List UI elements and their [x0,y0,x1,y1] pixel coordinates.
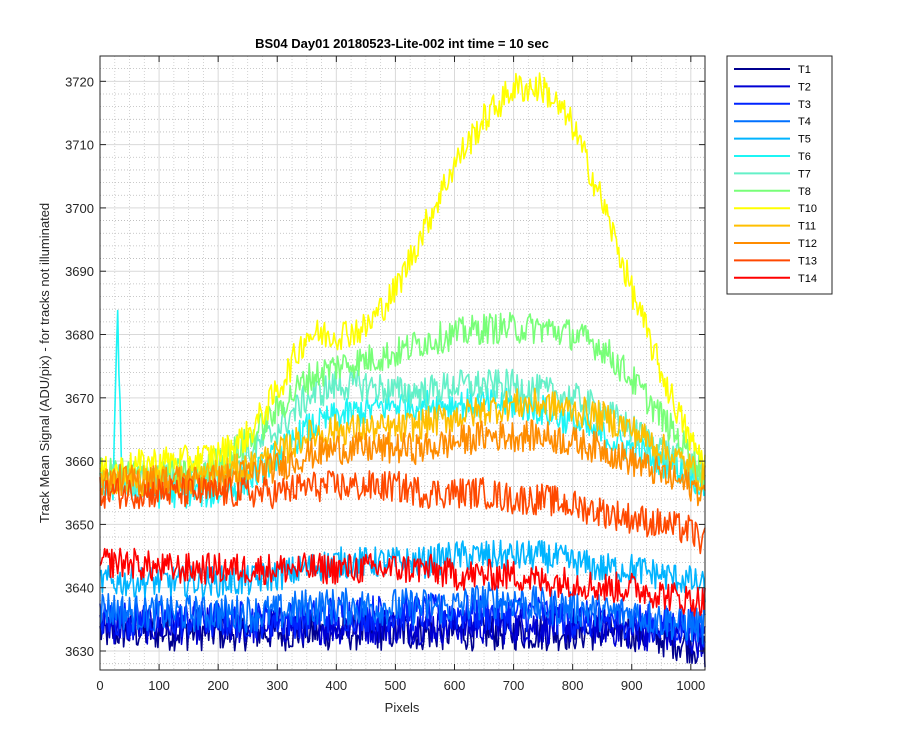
y-tick-label: 3630 [65,644,94,659]
x-axis-label: Pixels [385,700,420,715]
x-tick-label: 500 [385,678,407,693]
legend-label-t10: T10 [798,203,817,215]
y-tick-label: 3650 [65,517,94,532]
x-tick-label: 100 [148,678,170,693]
y-tick-label: 3680 [65,328,94,343]
y-tick-label: 3660 [65,454,94,469]
legend-label-t14: T14 [798,273,817,285]
series-layer [99,72,706,668]
x-tick-label: 200 [207,678,229,693]
x-tick-label: 900 [621,678,643,693]
x-tick-label: 700 [503,678,525,693]
y-tick-label: 3690 [65,264,94,279]
legend-label-t3: T3 [798,99,811,111]
legend-label-t13: T13 [798,255,817,267]
y-tick-label: 3700 [65,201,94,216]
y-axis-label: Track Mean Signal (ADU/pix) - for tracks… [37,203,52,523]
legend-label-t2: T2 [798,81,811,93]
x-tick-label: 600 [444,678,466,693]
x-tick-label: 1000 [676,678,705,693]
x-tick-label: 400 [325,678,347,693]
legend-label-t5: T5 [798,134,811,146]
axes-box [99,55,706,671]
series-line-t1 [99,612,706,668]
series-line-t11 [99,387,706,497]
x-tick-label: 800 [562,678,584,693]
legend-label-t1: T1 [798,64,811,76]
y-tick-label: 3720 [65,74,94,89]
x-tick-label: 300 [266,678,288,693]
series-line-t4 [99,581,706,645]
legend-box [726,55,833,295]
series-line-t12 [99,419,706,507]
plot-area: 0 100 200 300 400 500 600 700 800 900 1000 3630 3640… [65,55,706,693]
legend-label-t12: T12 [798,238,817,250]
series-line-t13 [99,470,706,555]
legend-label-t8: T8 [798,186,811,198]
chart-title: BS04 Day01 20180523-Lite-002 int time = … [255,36,549,51]
legend-label-t6: T6 [798,151,811,163]
series-line-t10 [99,72,706,487]
series-line-t8 [99,311,706,490]
series-line-t14 [99,547,706,617]
y-tick-label: 3710 [65,138,94,153]
axis-ticks: 0 100 200 300 400 500 600 700 800 900 1000 3630 3640… [65,56,705,693]
y-tick-label: 3670 [65,391,94,406]
y-tick-label: 3640 [65,581,94,596]
legend-label-t4: T4 [798,116,811,128]
legend-label-t11: T11 [798,221,816,233]
x-tick-label: 0 [96,678,103,693]
legend: T1 T2 T3 T4 T5 T6 T7 T8 T10 T11 T12 T13 T14 [726,55,833,295]
legend-label-t7: T7 [798,168,811,180]
